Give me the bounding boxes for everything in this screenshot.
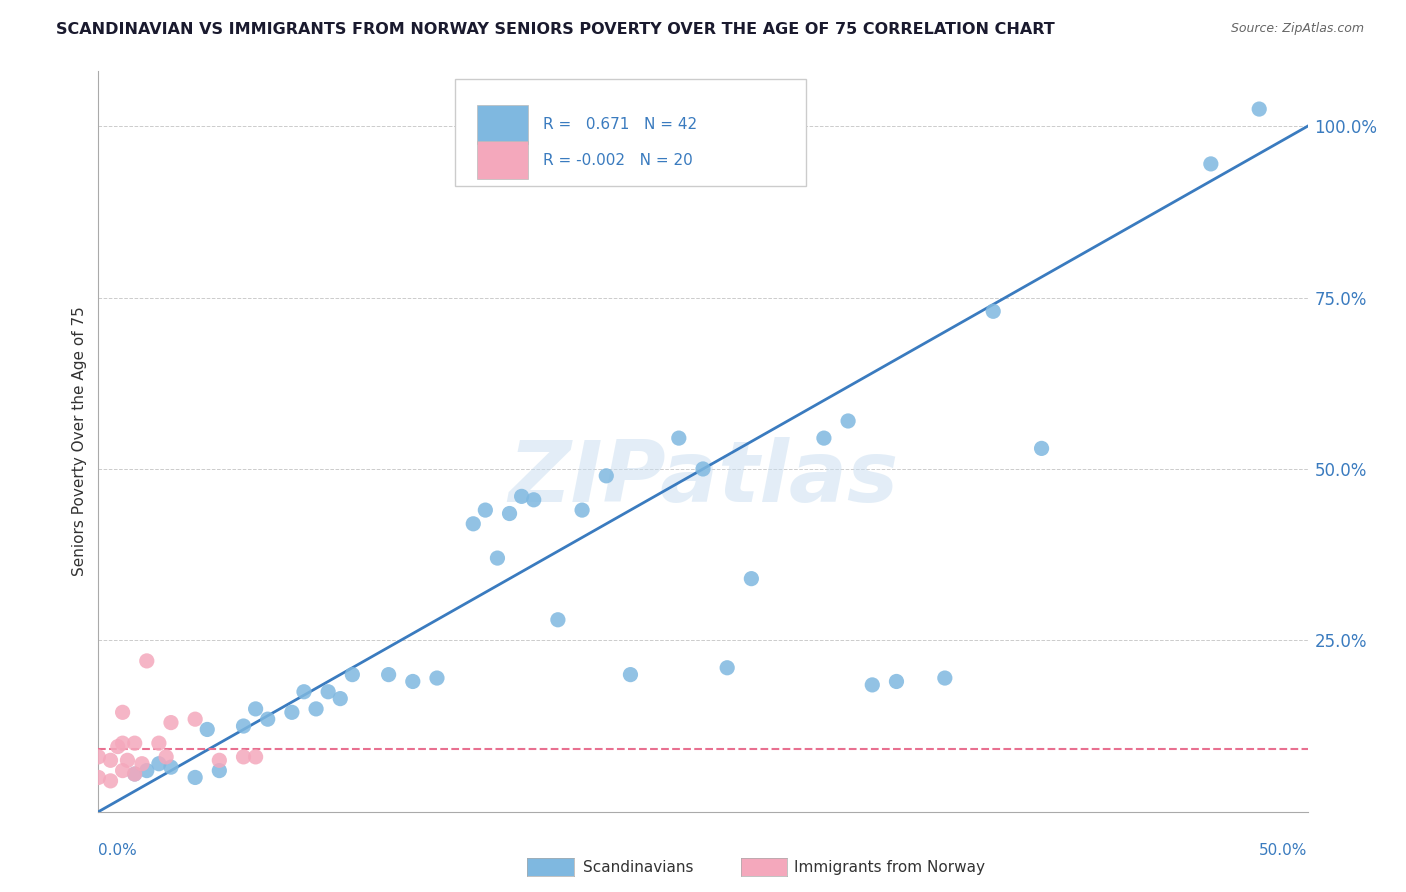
Point (87, 750, 110, 764)
Text: ZIPatlas: ZIPatlas (508, 437, 898, 520)
Point (463, 516, 485, 531)
Point (245, 702, 267, 716)
Point (148, 756, 170, 771)
Text: 0.0%: 0.0% (98, 843, 138, 857)
Point (131, 756, 153, 771)
Point (510, 489, 533, 503)
Text: Immigrants from Norway: Immigrants from Norway (794, 860, 986, 874)
Text: R =   0.671   N = 42: R = 0.671 N = 42 (543, 117, 697, 132)
Point (305, 702, 328, 716)
Point (886, 674, 908, 689)
Point (498, 507, 520, 521)
Point (135, 764, 157, 778)
Point (860, 678, 883, 692)
Point (934, 671, 956, 685)
Point (426, 671, 449, 685)
Point (232, 750, 254, 764)
Point (292, 685, 315, 699)
Text: SCANDINAVIAN VS IMMIGRANTS FROM NORWAY SENIORS POVERTY OVER THE AGE OF 75 CORREL: SCANDINAVIAN VS IMMIGRANTS FROM NORWAY S… (56, 22, 1054, 37)
Point (87, 771, 110, 785)
Point (668, 431, 690, 445)
Point (1199, 157, 1222, 171)
Point (256, 712, 278, 726)
Text: R = -0.002   N = 20: R = -0.002 N = 20 (543, 153, 693, 168)
Point (981, 304, 1004, 318)
Point (716, 661, 738, 675)
Point (329, 691, 352, 706)
Point (547, 613, 569, 627)
Point (100, 753, 122, 767)
Point (195, 723, 218, 737)
Y-axis label: Seniors Poverty Over the Age of 75: Seniors Poverty Over the Age of 75 (72, 307, 87, 576)
Point (486, 551, 509, 566)
Point (208, 764, 231, 778)
FancyBboxPatch shape (456, 78, 806, 186)
Point (837, 414, 859, 428)
Point (107, 739, 129, 754)
Point (740, 572, 762, 586)
Point (160, 760, 183, 774)
Point (316, 685, 339, 699)
Point (160, 715, 183, 730)
Point (245, 750, 267, 764)
Point (155, 750, 177, 764)
Point (124, 767, 146, 781)
Point (232, 719, 254, 733)
Point (117, 753, 139, 767)
Point (692, 462, 714, 476)
Text: Scandinavians: Scandinavians (583, 860, 695, 874)
Point (1249, 102, 1271, 116)
Point (377, 667, 399, 681)
Point (571, 503, 593, 517)
Point (208, 753, 231, 767)
Point (184, 771, 207, 785)
Point (402, 674, 425, 689)
Point (111, 706, 134, 720)
Point (124, 767, 146, 781)
Point (1031, 442, 1053, 456)
Point (100, 773, 122, 788)
Point (111, 736, 134, 750)
Point (111, 764, 134, 778)
FancyBboxPatch shape (477, 141, 527, 179)
Point (813, 431, 835, 445)
Text: 50.0%: 50.0% (1260, 843, 1308, 857)
Point (184, 712, 207, 726)
Point (474, 503, 496, 517)
Point (619, 667, 641, 681)
Point (148, 736, 170, 750)
Point (342, 667, 364, 681)
Point (523, 492, 546, 507)
Point (595, 468, 617, 483)
Point (135, 654, 157, 668)
Point (124, 736, 146, 750)
Text: Source: ZipAtlas.com: Source: ZipAtlas.com (1230, 22, 1364, 36)
FancyBboxPatch shape (477, 105, 527, 144)
Point (281, 706, 304, 720)
